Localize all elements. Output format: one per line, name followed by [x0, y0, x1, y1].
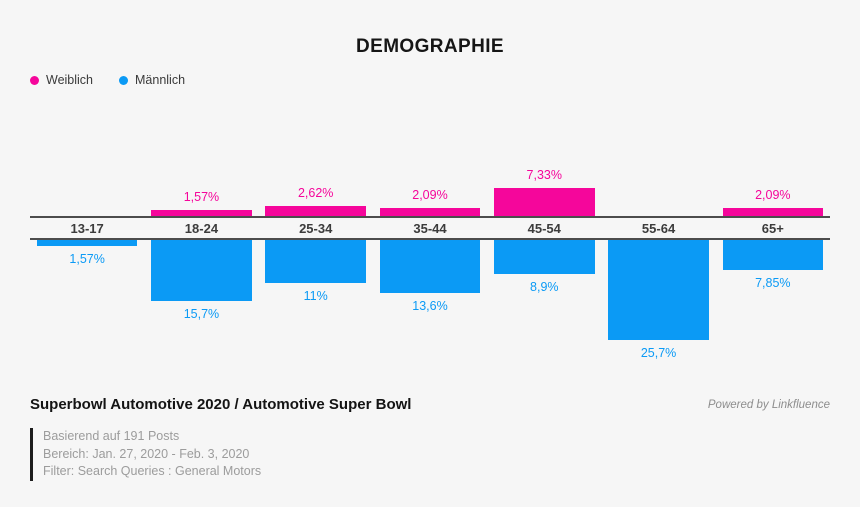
legend-item-maennlich: Männlich	[119, 73, 185, 87]
female-value-label: 2,62%	[297, 185, 334, 200]
age-label: 13-17	[70, 220, 104, 236]
legend-item-weiblich: Weiblich	[30, 73, 93, 87]
age-band-cell: 25-34	[259, 218, 373, 238]
female-bar	[722, 207, 824, 216]
male-value-label: 13,6%	[412, 298, 448, 313]
male-bar	[151, 240, 252, 301]
female-bars-row: 1,57% 2,62% 2,09% 7,33% 2,09%	[30, 90, 830, 216]
male-column: 1,57%	[30, 240, 144, 388]
male-column: 15,7%	[144, 240, 258, 388]
male-value-label: 15,7%	[183, 306, 220, 321]
female-column: 2,09%	[373, 90, 487, 216]
female-column	[601, 90, 715, 216]
female-value-label: 7,33%	[526, 167, 562, 182]
age-band-cell: 45-54	[487, 218, 601, 238]
male-bar	[36, 240, 138, 247]
report-meta: Basierend auf 191 Posts Bereich: Jan. 27…	[30, 428, 261, 481]
age-label: 55-64	[641, 220, 676, 236]
male-column: 7,85%	[716, 240, 830, 388]
male-value-label: 1,57%	[69, 252, 105, 267]
male-dot-icon	[119, 75, 129, 85]
female-column	[30, 90, 144, 216]
powered-by-credit: Powered by Linkfluence	[707, 399, 830, 411]
age-band-cell: 35-44	[373, 218, 487, 238]
age-band-cell: 18-24	[144, 218, 258, 238]
male-bar	[493, 240, 595, 275]
female-value-label: 2,09%	[412, 187, 448, 202]
legend-label: Weiblich	[46, 73, 94, 87]
age-label: 25-34	[299, 220, 333, 236]
chart-legend: Weiblich Männlich	[30, 73, 185, 87]
female-column: 7,33%	[487, 90, 601, 216]
meta-posts: Basierend auf 191 Posts	[43, 429, 180, 443]
male-bar	[265, 240, 366, 283]
male-column: 8,9%	[487, 240, 601, 388]
male-value-label: 7,85%	[755, 276, 791, 291]
male-bar	[379, 240, 481, 293]
report-title: Superbowl Automotive 2020 / Automotive S…	[30, 396, 412, 413]
male-column: 13,6%	[373, 240, 487, 388]
male-column: 11%	[259, 240, 373, 388]
male-bars-row: 1,57% 15,7% 11% 13,6% 8,9% 25,7% 7,85%	[30, 240, 830, 388]
age-label: 35-44	[413, 220, 447, 236]
age-label: 45-54	[527, 220, 561, 236]
age-label: 65+	[761, 220, 784, 236]
axis-band: 13-17 18-24 25-34 35-44 45-54 55-64 65+	[30, 216, 830, 240]
female-value-label: 2,09%	[755, 187, 791, 202]
female-value-label: 1,57%	[183, 189, 220, 204]
legend-label: Männlich	[135, 73, 186, 87]
female-bar	[151, 209, 252, 216]
meta-range: Bereich: Jan. 27, 2020 - Feb. 3, 2020	[43, 446, 250, 461]
age-band-cell: 13-17	[30, 218, 144, 238]
meta-filter: Filter: Search Queries : General Motors	[43, 464, 262, 478]
male-value-label: 25,7%	[640, 345, 677, 360]
male-value-label: 8,9%	[530, 280, 559, 295]
female-column: 2,09%	[716, 90, 830, 216]
demographics-bar-chart: 1,57% 2,62% 2,09% 7,33% 2,09% 13-17 18-24 25-3…	[30, 90, 830, 388]
age-band-cell: 65+	[716, 218, 830, 238]
page-title: DEMOGRAPHIE	[356, 36, 504, 57]
female-dot-icon	[30, 75, 39, 85]
male-value-label: 11%	[303, 288, 328, 303]
male-column: 25,7%	[601, 240, 715, 388]
female-column: 2,62%	[259, 90, 373, 216]
age-band-cell: 55-64	[601, 218, 715, 238]
female-column: 1,57%	[144, 90, 258, 216]
male-bar	[608, 240, 709, 340]
age-label: 18-24	[184, 220, 219, 236]
female-bar	[379, 207, 481, 216]
female-bar	[265, 205, 366, 216]
male-bar	[722, 240, 824, 271]
female-bar	[493, 187, 595, 216]
